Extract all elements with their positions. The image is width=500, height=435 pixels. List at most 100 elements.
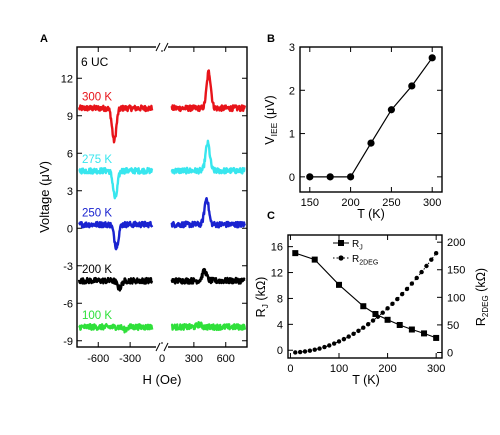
- panel-c-r2deg-point: [312, 347, 317, 352]
- panel-c-rj-line: [295, 252, 437, 339]
- panel-c-x-tick-label: 300: [427, 363, 445, 375]
- panel-c-r2deg-point: [356, 328, 361, 334]
- panel-b-x-tick-label: 300: [423, 197, 441, 209]
- panel-c-r2deg-point: [380, 310, 385, 315]
- axis-break-cover: [156, 344, 168, 350]
- panel-b-y-tick-label: 1: [289, 129, 295, 141]
- panel-c-r2deg-point: [361, 325, 366, 330]
- panel-b-data-point: [346, 173, 355, 181]
- panel-c-r2deg-point: [365, 322, 371, 327]
- panel-b-y-axis-label-tail: (μV): [263, 95, 277, 122]
- panel-c-x-axis-label: T (K): [352, 373, 380, 387]
- panel-a-y-tick-label: 6: [67, 148, 73, 160]
- panel-c-left-y-tick-label: 16: [271, 242, 283, 254]
- panel-c-rj-point: [396, 321, 403, 328]
- panel-a-annotation: 6 UC: [81, 55, 109, 69]
- panel-c-x-tick-label: 0: [287, 363, 293, 375]
- panel-b-y-axis-label-main: V: [263, 136, 277, 145]
- panel-letter-b: B: [267, 33, 275, 45]
- panel-b-data-point: [326, 173, 334, 181]
- panel-a-series-label: 300 K: [82, 91, 112, 103]
- panel-c-r2deg-point: [297, 349, 303, 355]
- panel-a-y-tick-label: 3: [67, 186, 73, 198]
- panel-c-r2deg-point: [385, 306, 390, 311]
- panel-c-right-axis-label: R2DEG (kΩ): [474, 268, 490, 326]
- panel-c-left-y-tick-label: 4: [277, 319, 283, 331]
- panel-a-series-line-100k-right: [170, 321, 247, 331]
- panel-c-rj-point: [292, 250, 299, 257]
- panel-c-right-y-tick-label: 150: [447, 265, 465, 277]
- panel-c-r2deg-point: [341, 336, 347, 342]
- panel-c-r2deg-point: [293, 350, 298, 355]
- axis-break-cover: [156, 44, 168, 50]
- panel-c-right-axis-label-main: R: [474, 317, 488, 326]
- axis-break-mark: [155, 42, 161, 52]
- panel-c-r2deg-point: [404, 286, 410, 292]
- panel-c-rj-point: [360, 303, 367, 310]
- panel-a-series-line-200k-left: [77, 276, 154, 292]
- panel-c-rj-point: [384, 316, 391, 323]
- panel-b-series: [306, 54, 436, 181]
- panel-c-left-y-tick-label: 0: [277, 345, 283, 357]
- panel-a-series-label: 250 K: [82, 208, 112, 220]
- panel-c-r2deg-line: [295, 252, 437, 353]
- panel-a-series-label: 275 K: [82, 154, 112, 166]
- panel-c-frame: [287, 234, 443, 359]
- panel-b-y-tick-label: 2: [289, 85, 295, 97]
- panel-c-r2deg-point: [419, 269, 424, 275]
- panel-c-series: [292, 250, 440, 355]
- panel-c-right-y-tick-label: 200: [447, 237, 465, 249]
- panel-c-r2deg-point: [399, 291, 405, 297]
- panel-a-series-line-300k-left: [77, 104, 154, 144]
- panel-a-series-line-275k-left: [78, 166, 154, 200]
- panel-a-series-line-250k-left: [78, 220, 154, 251]
- panel-c-right-axis-label-tail: (kΩ): [474, 268, 488, 295]
- panel-a-series-line-300k-right: [170, 69, 247, 113]
- panel-c-r2deg-point: [375, 314, 381, 319]
- panel-c-rj-point: [433, 334, 440, 341]
- panel-c-right-y-tick-label: 50: [447, 320, 459, 332]
- panel-c-right-y-tick-label: 0: [447, 347, 453, 359]
- panel-c-legend: RJ R2DEG: [333, 239, 378, 267]
- panel-c-r2deg-point: [322, 344, 327, 350]
- panel-c-right-y-tick-label: 100: [447, 292, 465, 304]
- legend-label-rj-main: R: [352, 239, 359, 250]
- legend-marker-rj: [338, 240, 344, 246]
- panel-c-r2deg-point: [433, 251, 439, 256]
- legend-label-r2deg-sub: 2DEG: [359, 260, 378, 267]
- panel-c-left-axis-label-tail: (kΩ): [254, 277, 268, 304]
- panel-b-x-axis-label: T (K): [357, 207, 385, 221]
- panel-a-y-tick-label: -9: [63, 336, 73, 348]
- panel-c-r2deg-point: [307, 348, 313, 353]
- panel-c-left-y-tick-label: 8: [277, 293, 283, 305]
- panel-b: 150 200 250 300 0 1 2 3 T (K) VIEE (μV): [263, 42, 443, 221]
- panel-b-y-tick-label: 0: [289, 172, 295, 184]
- panel-a-series-line-200k-right: [170, 267, 246, 285]
- panel-a: -600 -300 0 300 600 -9 -6 -3 0 3 6 9 12 6 UC 300 K 27…: [37, 42, 248, 387]
- panel-a-x-tick-label: 600: [217, 353, 235, 365]
- panel-c-rj-point: [311, 256, 318, 263]
- panel-a-x-tick-label: -600: [87, 353, 109, 365]
- legend-label-rj-sub: J: [359, 245, 363, 252]
- panel-a-y-tick-label: 9: [67, 111, 73, 123]
- panel-c-right-axis-label-sub: 2DEG: [481, 295, 490, 317]
- panel-c-rj-point: [421, 330, 428, 337]
- panel-c-r2deg-point: [409, 281, 415, 286]
- panel-c-r2deg-point: [414, 275, 419, 281]
- panel-a-series: [77, 69, 247, 334]
- panel-letter-a: A: [40, 33, 48, 45]
- panel-c-r2deg-point: [331, 341, 337, 346]
- panel-c-left-axis-label-sub: J: [260, 304, 270, 308]
- panel-a-series-label: 100 K: [82, 310, 112, 322]
- panel-a-x-tick-label: 300: [185, 353, 203, 365]
- panel-c-rj-point: [408, 326, 415, 333]
- panel-c-r2deg-point: [424, 263, 429, 269]
- panel-a-y-tick-label: 12: [61, 73, 73, 85]
- panel-b-data-point: [367, 139, 375, 147]
- panel-a-axis-breaks: [155, 42, 169, 352]
- panel-b-y-tick-label: 3: [289, 42, 295, 54]
- panel-b-data-point: [306, 173, 314, 181]
